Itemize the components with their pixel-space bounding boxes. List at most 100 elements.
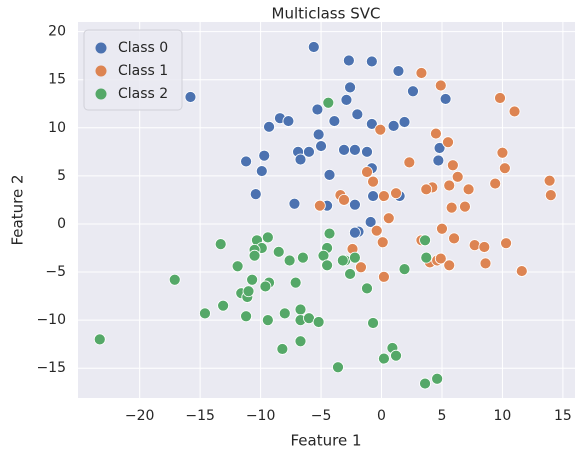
point — [249, 188, 262, 201]
point — [392, 65, 405, 77]
point — [259, 280, 272, 293]
x-tick-label: 5 — [438, 408, 447, 424]
point — [351, 108, 364, 121]
x-tick-label: −20 — [125, 408, 155, 424]
point — [432, 154, 445, 167]
point — [294, 335, 307, 348]
point — [498, 162, 511, 175]
point — [344, 81, 356, 94]
point — [248, 249, 261, 262]
point — [240, 155, 252, 168]
point — [242, 285, 255, 298]
point — [468, 239, 481, 251]
point — [434, 79, 447, 92]
point — [378, 270, 390, 283]
point — [336, 254, 349, 267]
point — [365, 118, 378, 130]
point — [415, 67, 428, 79]
point — [445, 201, 458, 214]
x-axis-label: Feature 1 — [291, 432, 362, 450]
point — [367, 175, 379, 188]
point — [446, 159, 459, 172]
point — [419, 234, 431, 247]
point — [508, 105, 521, 118]
point — [289, 276, 302, 289]
y-tick-label: 20 — [48, 24, 66, 40]
point — [199, 307, 211, 320]
point — [374, 123, 387, 136]
point — [361, 166, 373, 178]
legend-label: Class 0 — [118, 40, 168, 56]
point — [543, 174, 556, 187]
point — [420, 251, 433, 264]
point — [321, 259, 334, 272]
point — [496, 146, 509, 159]
point — [294, 153, 307, 166]
point — [382, 212, 395, 225]
point — [276, 343, 289, 355]
point — [433, 142, 446, 154]
legend-label: Class 2 — [118, 86, 168, 102]
point — [515, 265, 528, 277]
point — [258, 149, 271, 162]
point — [462, 183, 475, 196]
point — [431, 372, 444, 385]
point — [217, 299, 230, 312]
point — [349, 251, 361, 264]
x-tick-label: 0 — [377, 408, 386, 424]
point — [489, 177, 502, 190]
point — [367, 317, 379, 329]
point — [278, 307, 291, 320]
point — [303, 145, 315, 158]
y-tick-label: 10 — [48, 120, 66, 136]
point — [261, 314, 274, 327]
point — [340, 93, 353, 106]
point — [500, 237, 512, 250]
point — [246, 273, 259, 286]
point — [338, 194, 350, 206]
point — [349, 226, 361, 239]
point — [261, 231, 274, 244]
point — [315, 140, 327, 152]
chart-title: Multiclass SVC — [272, 5, 381, 23]
point — [459, 200, 471, 213]
point — [387, 119, 400, 132]
point — [361, 145, 373, 158]
point — [378, 190, 390, 202]
point — [420, 183, 433, 196]
point — [283, 254, 296, 267]
y-axis-label: Feature 2 — [9, 175, 27, 246]
point — [479, 257, 492, 270]
point — [355, 261, 367, 274]
point — [361, 282, 373, 295]
point — [263, 120, 275, 133]
legend-box — [83, 29, 183, 111]
point — [342, 54, 355, 67]
point — [403, 156, 416, 169]
point — [407, 85, 419, 98]
point — [443, 259, 456, 272]
point — [93, 333, 106, 346]
point — [328, 115, 341, 127]
point — [439, 93, 452, 105]
point — [376, 236, 389, 249]
point — [255, 165, 268, 177]
point — [214, 238, 227, 251]
x-tick-label: −5 — [311, 408, 332, 424]
point — [364, 216, 377, 228]
point — [307, 41, 320, 53]
x-tick-label: −10 — [246, 408, 276, 424]
point — [323, 227, 336, 240]
point — [349, 198, 361, 211]
point — [332, 361, 344, 374]
point — [378, 352, 390, 365]
y-tick-label: −10 — [36, 312, 66, 328]
point — [442, 136, 454, 149]
point — [430, 127, 442, 140]
y-tick-label: −5 — [45, 264, 66, 280]
point — [434, 252, 447, 265]
point — [344, 268, 356, 280]
point — [367, 190, 379, 202]
point — [168, 273, 181, 286]
